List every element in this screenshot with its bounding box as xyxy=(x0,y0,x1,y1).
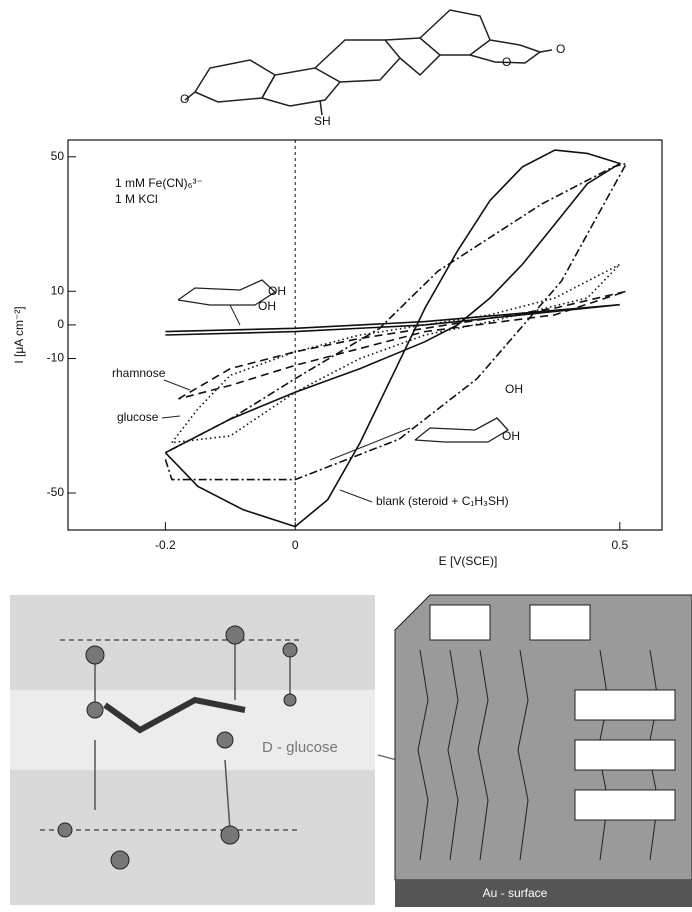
x-tick-label: -0.2 xyxy=(155,538,176,552)
series-label: glucose xyxy=(117,410,159,424)
atom-label: O xyxy=(502,55,511,69)
inset-label: OH xyxy=(505,382,523,396)
annotation: 1 mM Fe(CN)₆³⁻ xyxy=(115,176,203,190)
atom-label: O xyxy=(180,92,189,106)
steroid-structure xyxy=(184,9,553,116)
curve xyxy=(171,263,621,444)
curve xyxy=(165,303,620,336)
series-label: rhamnose xyxy=(112,366,166,380)
curve xyxy=(177,290,627,400)
curve xyxy=(164,162,628,481)
model-label: D - glucose xyxy=(262,739,338,756)
x-tick-label: 0.5 xyxy=(611,538,628,552)
y-tick-label: 0 xyxy=(57,317,64,331)
inset-label: OH xyxy=(502,429,520,443)
y-tick-label: 10 xyxy=(51,283,65,297)
atom-label: SH xyxy=(314,114,331,128)
x-axis-label: E [V(SCE)] xyxy=(439,554,498,568)
curve xyxy=(164,149,622,528)
label-leaders xyxy=(161,304,411,503)
surface-label: Au - surface xyxy=(483,886,548,900)
y-tick-label: 50 xyxy=(51,149,65,163)
series-label: blank (steroid + C₁H₃SH) xyxy=(376,494,509,508)
x-tick-label: 0 xyxy=(292,538,299,552)
inset-label: OH xyxy=(258,299,276,313)
inset-label: OH xyxy=(268,284,286,298)
plot-frame xyxy=(67,139,663,531)
annotation: 1 M KCl xyxy=(115,192,158,206)
molecular-model xyxy=(10,595,375,905)
inset-molecule xyxy=(177,279,510,443)
y-tick-label: -10 xyxy=(47,351,65,365)
y-axis-label: I [μA cm⁻²] xyxy=(12,306,26,363)
monolayer-diagram xyxy=(394,594,692,907)
y-tick-label: -50 xyxy=(47,485,65,499)
atom-label: O xyxy=(556,42,565,56)
